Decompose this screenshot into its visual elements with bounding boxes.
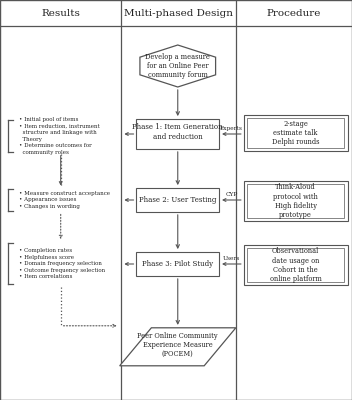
Polygon shape <box>120 328 236 366</box>
FancyBboxPatch shape <box>137 252 219 276</box>
Text: Results: Results <box>41 8 80 18</box>
FancyBboxPatch shape <box>247 248 344 282</box>
FancyBboxPatch shape <box>247 118 344 148</box>
Text: • Initial pool of items
• Item reduction, instrument
  structure and linkage wit: • Initial pool of items • Item reduction… <box>19 117 100 155</box>
Polygon shape <box>140 45 215 87</box>
Text: Think-Aloud
protocol with
High fidelity
prototype: Think-Aloud protocol with High fidelity … <box>273 183 318 219</box>
Text: Phase 1: Item Generation
and reduction: Phase 1: Item Generation and reduction <box>132 123 223 141</box>
Text: Peer Online Community
Experience Measure
(POCEM): Peer Online Community Experience Measure… <box>137 332 218 358</box>
FancyBboxPatch shape <box>137 119 219 149</box>
FancyBboxPatch shape <box>244 245 348 285</box>
FancyBboxPatch shape <box>247 184 344 218</box>
Text: Develop a measure
for an Online Peer
community forum: Develop a measure for an Online Peer com… <box>145 53 210 79</box>
Text: CYP: CYP <box>225 192 238 197</box>
Text: Phase 2: User Testing: Phase 2: User Testing <box>139 196 216 204</box>
Text: Observational
date usage on
Cohort in the
online platform: Observational date usage on Cohort in th… <box>270 247 322 283</box>
Text: Experts: Experts <box>220 126 243 131</box>
Text: Procedure: Procedure <box>267 8 321 18</box>
Text: Users: Users <box>223 256 240 261</box>
Text: • Measure construct acceptance
• Appearance issues
• Changes in wording: • Measure construct acceptance • Appeara… <box>19 191 111 209</box>
FancyBboxPatch shape <box>244 181 348 221</box>
FancyBboxPatch shape <box>244 115 348 151</box>
Text: 2-stage
estimate talk
Delphi rounds: 2-stage estimate talk Delphi rounds <box>272 120 319 146</box>
Text: Phase 3: Pilot Study: Phase 3: Pilot Study <box>142 260 213 268</box>
Text: • Completion rates
• Helpfulness score
• Domain frequency selection
• Outcome fr: • Completion rates • Helpfulness score •… <box>19 248 106 279</box>
Text: Multi-phased Design: Multi-phased Design <box>124 8 233 18</box>
FancyBboxPatch shape <box>137 188 219 212</box>
